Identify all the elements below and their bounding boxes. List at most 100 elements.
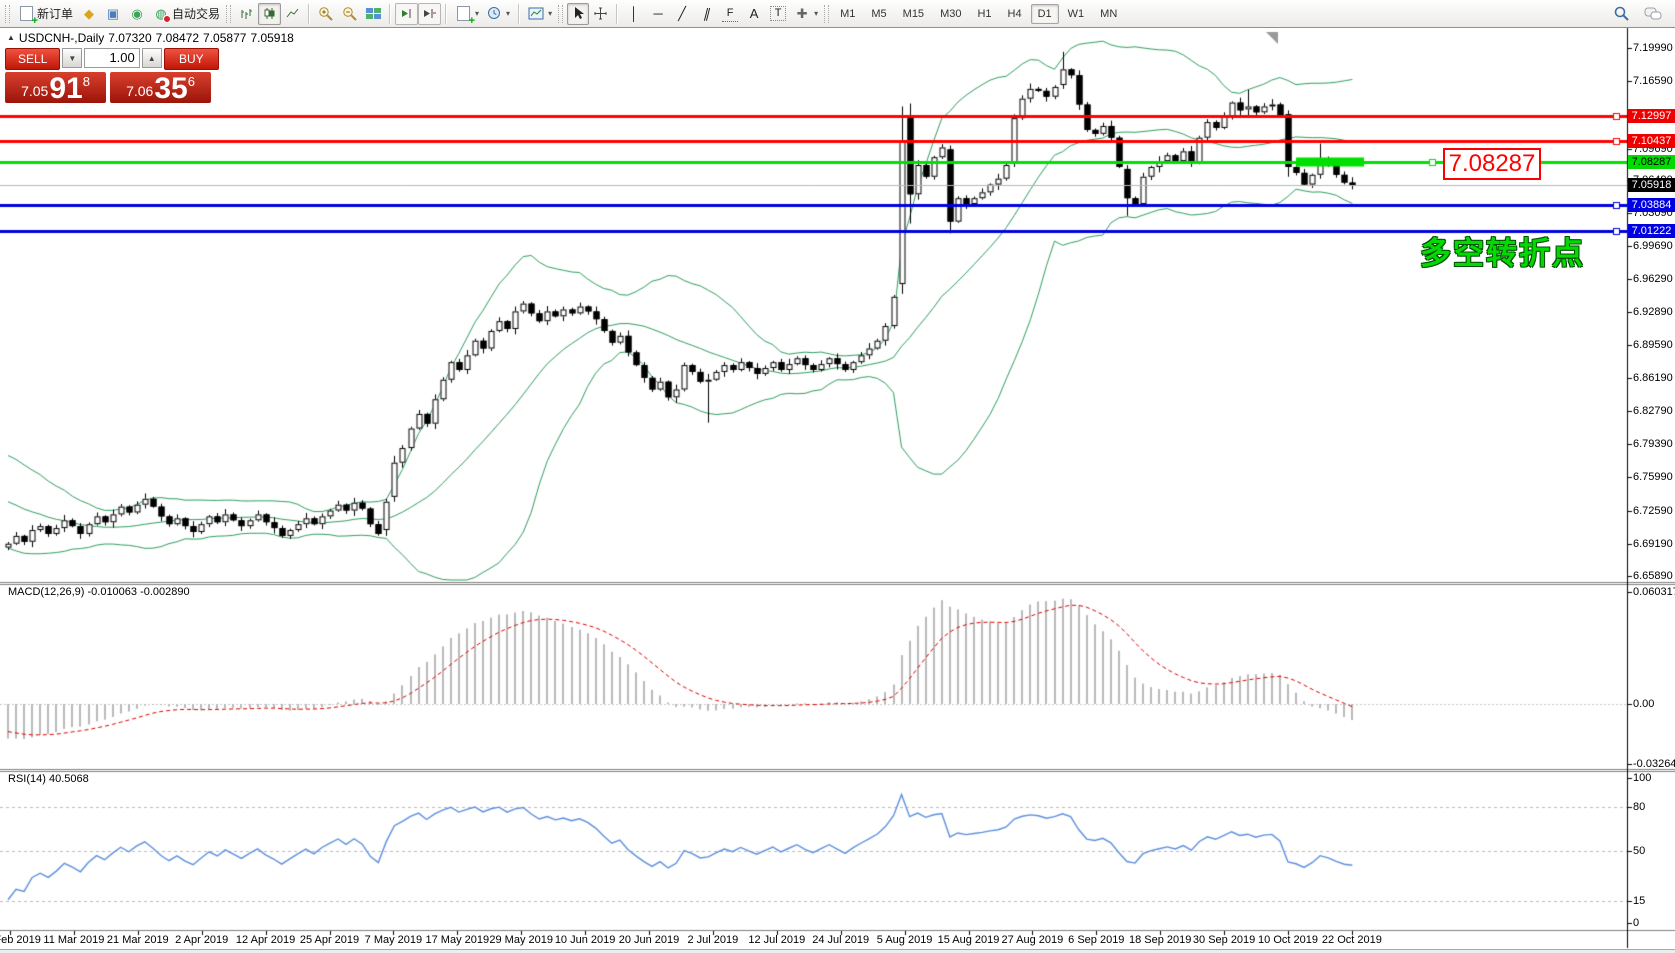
timeframe-button-h4[interactable]: H4 (1001, 4, 1029, 24)
date-axis-tick: 12 Apr 2019 (235, 934, 296, 946)
volume-decrease-button[interactable]: ▼ (62, 48, 83, 68)
vline-icon: │ (630, 5, 639, 21)
timeframe-button-m5[interactable]: M5 (864, 4, 893, 24)
one-click-trading-panel: SELL ▼ 1.00 ▲ BUY 7.05 91 8 7.06 35 6 (5, 48, 220, 104)
buy-price-display[interactable]: 7.06 35 6 (110, 72, 211, 104)
volume-increase-button[interactable]: ▲ (141, 48, 162, 68)
bottom-edge (0, 949, 1675, 953)
alerts-button[interactable]: ◉ (125, 3, 149, 25)
rsi-axis-tick: 15 (1633, 895, 1646, 908)
date-axis-tick: 29 May 2019 (489, 934, 553, 946)
hline-price-badge[interactable]: 7.08287 (1628, 155, 1675, 170)
bar-chart-icon (241, 9, 253, 19)
date-axis-tick: 25 Apr 2019 (299, 934, 360, 946)
search-button[interactable] (1609, 3, 1634, 25)
timeframe-button-m1[interactable]: M1 (833, 4, 862, 24)
fibonacci-tool-button[interactable]: F (718, 3, 742, 25)
trendline-tool-button[interactable]: ╱ (670, 3, 694, 25)
bar-chart-button[interactable] (235, 3, 258, 25)
equidistant-channel-icon: ∥ (702, 5, 710, 21)
date-axis-tick: 11 Mar 2019 (43, 934, 105, 946)
timeframe-button-h1[interactable]: H1 (970, 4, 998, 24)
hline-tool-button[interactable]: ─ (646, 3, 670, 25)
profiles-button[interactable]: ▣ (101, 3, 125, 25)
crosshair-button[interactable] (589, 3, 612, 25)
date-axis-tick: 27 Feb 2019 (0, 934, 41, 946)
toolbar-grip[interactable] (558, 4, 564, 23)
timeframe-button-d1[interactable]: D1 (1030, 3, 1059, 24)
search-icon (1614, 6, 1629, 21)
price-axis-tick: 6.75990 (1633, 471, 1673, 484)
arrows-dropdown[interactable]: ✚ ▾ (790, 3, 822, 25)
price-axis-tick: 7.19990 (1633, 42, 1673, 54)
channel-tool-button[interactable]: ∥ (694, 3, 718, 25)
timeframe-button-w1[interactable]: W1 (1061, 4, 1092, 24)
timeframe-button-mn[interactable]: MN (1093, 4, 1124, 24)
new-order-button[interactable]: + 新订单 (14, 3, 77, 26)
hline-price-badge[interactable]: 7.03884 (1628, 198, 1675, 213)
hline-price-badge[interactable]: 7.10437 (1628, 134, 1675, 149)
chat-button[interactable] (1640, 3, 1666, 25)
date-axis-tick: 15 Aug 2019 (937, 934, 1000, 946)
date-axis-tick: 2 Apr 2019 (175, 934, 229, 946)
date-axis-tick: 22 Oct 2019 (1321, 934, 1382, 946)
toolbar-grip[interactable] (226, 4, 232, 23)
sell-price-display[interactable]: 7.05 91 8 (5, 72, 106, 104)
candlestick-button[interactable] (258, 2, 282, 25)
chart-header: ▲ USDCNH-,Daily 7.07320 7.08472 7.05877 7.059… (7, 31, 298, 45)
date-axis-tick: 20 Jun 2019 (618, 934, 680, 946)
templates-dropdown[interactable]: ▾ (524, 3, 556, 25)
rsi-label: RSI(14) 40.5068 (8, 773, 89, 785)
cursor-button[interactable] (567, 2, 590, 25)
panel-collapse-icon[interactable]: ▲ (7, 33, 15, 42)
macd-label: MACD(12,26,9) -0.010063 -0.002890 (8, 586, 190, 598)
tile-windows-button[interactable] (362, 3, 385, 25)
date-axis-tick: 17 May 2019 (425, 934, 490, 946)
hline-price-badge[interactable]: 7.01222 (1628, 224, 1675, 239)
buy-button[interactable]: BUY (163, 48, 220, 70)
price-axis-tick: 6.69190 (1633, 537, 1673, 550)
zoom-out-button[interactable] (338, 3, 362, 25)
text-tool-button[interactable]: A (742, 3, 766, 25)
templates-icon (528, 7, 544, 20)
zoom-in-button[interactable] (314, 3, 338, 25)
line-chart-button[interactable] (281, 3, 304, 25)
macd-signal-value: -0.002890 (140, 586, 190, 598)
timeframe-button-m15[interactable]: M15 (896, 4, 931, 24)
toolbar-grip[interactable] (5, 4, 10, 23)
price-axis-tick: 7.16590 (1633, 75, 1673, 88)
timeframe-button-m30[interactable]: M30 (933, 4, 968, 24)
sell-button[interactable]: SELL (5, 48, 61, 70)
toolbar-grip[interactable] (824, 4, 830, 23)
arrows-icon: ✚ (796, 5, 808, 21)
autotrading-button[interactable]: ◍ 自动交易 (149, 3, 224, 25)
rsi-axis-tick: 50 (1633, 844, 1646, 857)
text-icon: A (749, 5, 759, 21)
new-order-label: 新订单 (37, 7, 74, 21)
label-tool-button[interactable]: T (766, 3, 790, 25)
date-axis-tick: 30 Sep 2019 (1192, 934, 1256, 946)
price-axis-tick: 6.82790 (1633, 405, 1673, 418)
new-chart-dropdown[interactable]: + ▾ (451, 3, 483, 26)
cursor-icon (575, 7, 585, 19)
candlestick-icon (264, 8, 275, 19)
line-chart-icon (286, 8, 299, 18)
chinese-note-label[interactable]: 多空转折点 (1420, 236, 1585, 271)
crosshair-icon (594, 7, 607, 20)
vline-tool-button[interactable]: │ (622, 3, 646, 25)
date-axis-tick: 7 May 2019 (364, 934, 423, 946)
auto-scroll-button[interactable] (395, 2, 419, 25)
price-axis-tick: 6.72590 (1633, 504, 1673, 517)
macd-axis-tick: -0.032648 (1633, 758, 1675, 771)
periods-dropdown[interactable]: ▾ (483, 3, 514, 25)
metaeditor-button[interactable]: ◆ (77, 3, 101, 25)
chart-shift-button[interactable] (418, 2, 442, 25)
hline-price-badge[interactable]: 7.12997 (1628, 109, 1675, 124)
rsi-axis-tick: 100 (1633, 772, 1652, 784)
chart-shift-icon (424, 9, 437, 18)
price-axis-tick: 6.92890 (1633, 306, 1673, 319)
price-annotation-label[interactable]: 7.08287 (1443, 148, 1541, 180)
volume-input[interactable]: 1.00 (84, 48, 140, 68)
